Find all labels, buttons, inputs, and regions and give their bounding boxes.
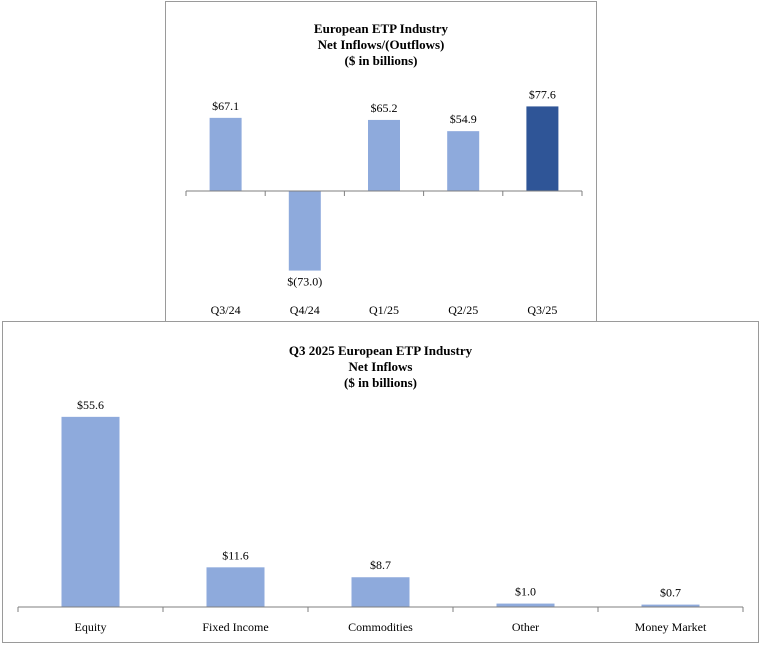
chart-title-asset-class: Q3 2025 European ETP Industry Net Inflow… bbox=[3, 343, 758, 391]
bar-commodities bbox=[351, 577, 410, 607]
category-label: Commodities bbox=[348, 620, 413, 634]
chart-svg-asset-class: $55.6 $11.6 $8.7 $1.0 $0.7 Equity Fixed Income… bbox=[17, 398, 744, 634]
data-label: $65.2 bbox=[371, 101, 398, 115]
category-label: Q3/24 bbox=[211, 303, 241, 317]
category-label: Other bbox=[512, 620, 539, 634]
chart-panel-quarterly: European ETP Industry Net Inflows/(Outfl… bbox=[165, 1, 597, 323]
category-label: Equity bbox=[75, 620, 107, 634]
data-label: $(73.0) bbox=[287, 275, 322, 289]
chart-title-line-3: ($ in billions) bbox=[344, 53, 418, 68]
chart-svg-quarterly: $67.1 $(73.0) $65.2 $54.9 $77.6 Q3/24 Q4/24 Q1/… bbox=[185, 87, 583, 317]
bar-q3-24 bbox=[209, 117, 242, 191]
bar-other bbox=[496, 603, 555, 607]
chart-title-line-1: Q3 2025 European ETP Industry bbox=[288, 343, 473, 358]
category-label: Q4/24 bbox=[290, 303, 320, 317]
category-label: Fixed Income bbox=[202, 620, 268, 634]
bar-q1-25 bbox=[368, 119, 400, 191]
data-label: $77.6 bbox=[529, 87, 556, 101]
data-label: $1.0 bbox=[515, 585, 536, 599]
chart-title-quarterly: European ETP Industry Net Inflows/(Outfl… bbox=[166, 21, 596, 69]
category-label: Q1/25 bbox=[369, 303, 399, 317]
bar-money-market bbox=[641, 604, 700, 607]
data-label: $11.6 bbox=[222, 548, 249, 562]
data-label: $8.7 bbox=[370, 558, 391, 572]
category-label: Q3/25 bbox=[527, 303, 557, 317]
bar-q2-25 bbox=[447, 131, 480, 191]
data-label: $55.6 bbox=[77, 398, 104, 412]
chart-title-line-2: Net Inflows bbox=[348, 359, 413, 374]
chart-title-line-3: ($ in billions) bbox=[344, 375, 417, 390]
bar-fixed-income bbox=[206, 567, 265, 607]
bar-q4-24 bbox=[288, 191, 321, 271]
bar-q3-25 bbox=[526, 106, 559, 191]
chart-panel-by-asset-class: Q3 2025 European ETP Industry Net Inflow… bbox=[2, 321, 759, 643]
data-label: $0.7 bbox=[660, 586, 681, 600]
chart-title-line-1: European ETP Industry bbox=[313, 21, 449, 36]
data-label: $67.1 bbox=[212, 99, 239, 113]
category-label: Q2/25 bbox=[448, 303, 478, 317]
category-label: Money Market bbox=[635, 620, 707, 634]
bar-equity bbox=[61, 416, 120, 607]
chart-title-line-2: Net Inflows/(Outflows) bbox=[317, 37, 445, 52]
data-label: $54.9 bbox=[450, 112, 477, 126]
